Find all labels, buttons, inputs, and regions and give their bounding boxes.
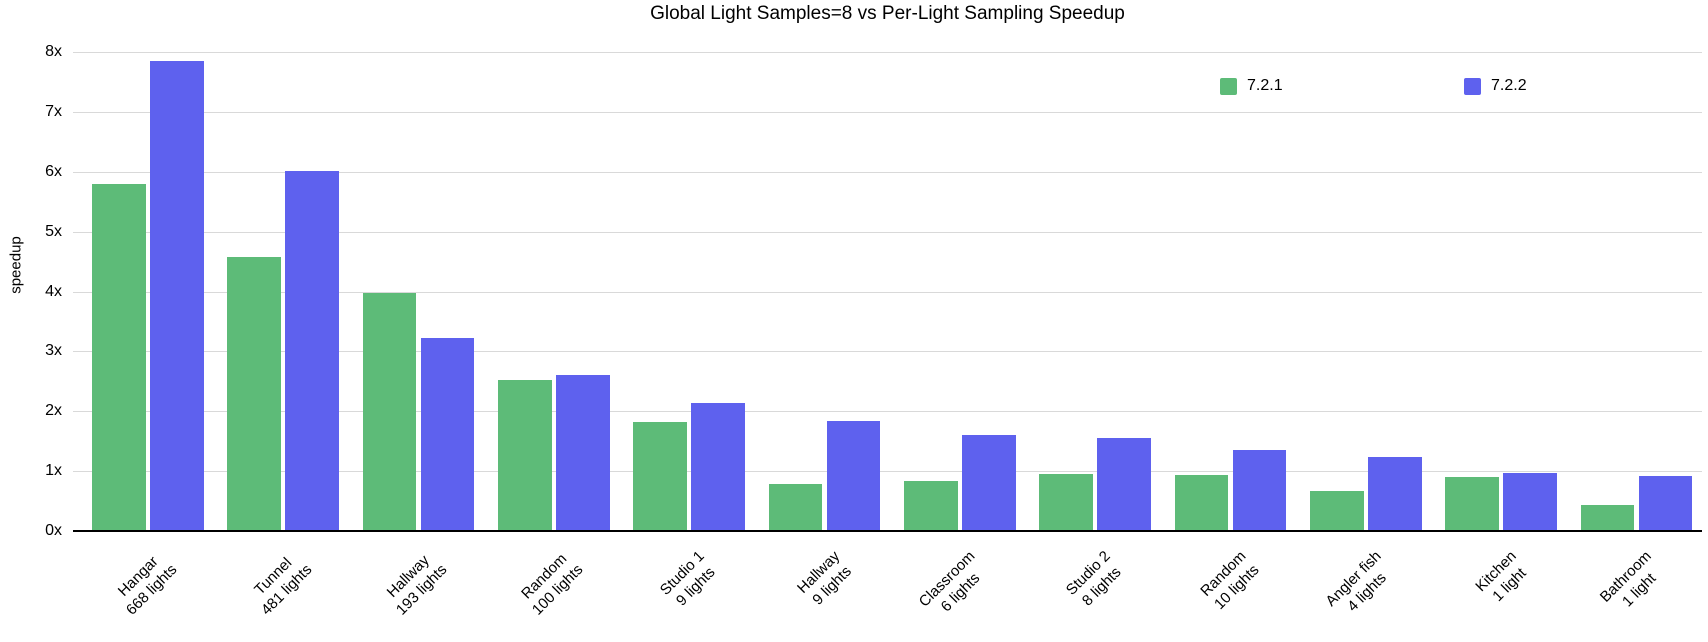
y-tick-label: 3x bbox=[45, 342, 62, 360]
bar-group bbox=[1039, 52, 1151, 531]
bar-series-7.2.2 bbox=[1638, 475, 1693, 531]
bar-group bbox=[92, 52, 204, 531]
bar-series-7.2.2 bbox=[1503, 472, 1557, 531]
x-tick-label: Hallway 193 lights bbox=[383, 551, 451, 619]
bar-series-7.2.2 bbox=[1232, 450, 1287, 531]
legend-item-721: 7.2.1 bbox=[1220, 77, 1283, 95]
bar-series-7.2.2 bbox=[691, 403, 745, 531]
bar-series-7.2.1 bbox=[1310, 490, 1364, 531]
legend-swatch-722 bbox=[1464, 77, 1481, 95]
bar-group bbox=[768, 52, 881, 531]
legend-label-721: 7.2.1 bbox=[1247, 77, 1283, 94]
x-axis-line bbox=[73, 530, 1702, 532]
gridline bbox=[73, 52, 1702, 53]
y-tick-label: 6x bbox=[45, 162, 62, 180]
y-axis-ticks: 0x 1x 2x 3x 4x 5x 6x 7x 8x bbox=[0, 43, 62, 539]
bar-series-7.2.1 bbox=[904, 480, 958, 531]
bar-series-7.2.2 bbox=[150, 60, 204, 531]
bar-series-7.2.2 bbox=[826, 421, 881, 531]
bar-series-7.2.2 bbox=[556, 374, 610, 531]
bar-series-7.2.1 bbox=[1039, 473, 1093, 531]
x-tick-label: Hallway 9 lights bbox=[794, 547, 855, 609]
chart-title: Global Light Samples=8 vs Per-Light Samp… bbox=[650, 3, 1125, 24]
gridline bbox=[73, 111, 1702, 113]
legend-swatch-721 bbox=[1220, 77, 1237, 95]
plot-area bbox=[73, 52, 1702, 532]
legend-item-722: 7.2.2 bbox=[1464, 77, 1527, 95]
x-tick-label: Tunnel 481 lights bbox=[251, 554, 316, 619]
bar-series-7.2.1 bbox=[362, 293, 417, 531]
y-tick-label: 2x bbox=[45, 402, 62, 420]
bar-series-7.2.1 bbox=[1580, 504, 1635, 531]
y-tick-label: 7x bbox=[45, 102, 62, 120]
x-tick-label: Bathroom 1 light bbox=[1597, 547, 1660, 611]
bar-group bbox=[1174, 52, 1287, 531]
x-tick-label: Hangar 668 lights bbox=[114, 553, 180, 619]
gridline bbox=[73, 411, 1702, 413]
y-tick-label: 1x bbox=[45, 462, 62, 480]
x-tick-label: Kitchen 1 light bbox=[1472, 547, 1530, 606]
gridline bbox=[73, 291, 1702, 293]
bar-series-7.2.2 bbox=[1368, 457, 1422, 531]
bar-group bbox=[227, 52, 339, 531]
gridline bbox=[73, 471, 1702, 473]
y-tick-label: 0x bbox=[45, 522, 62, 539]
bar-series-7.2.1 bbox=[633, 422, 687, 531]
bar-group bbox=[1580, 52, 1693, 531]
bar-group bbox=[362, 52, 475, 531]
y-tick-label: 5x bbox=[45, 222, 62, 240]
bar-series-7.2.1 bbox=[768, 483, 823, 531]
gridline bbox=[73, 231, 1702, 233]
bar-series-7.2.2 bbox=[420, 338, 475, 531]
bar-series-7.2.1 bbox=[92, 183, 146, 531]
x-tick-label: Angler fish 4 lights bbox=[1322, 547, 1390, 616]
bar-group bbox=[904, 52, 1016, 531]
gridline bbox=[73, 171, 1702, 173]
bar-series-7.2.1 bbox=[227, 256, 281, 531]
bar-series-7.2.2 bbox=[962, 434, 1016, 531]
bar-series-7.2.2 bbox=[1097, 437, 1151, 531]
bar-group bbox=[498, 52, 610, 531]
y-tick-label: 8x bbox=[45, 43, 62, 60]
bar-group bbox=[633, 52, 745, 531]
gridline bbox=[73, 351, 1702, 353]
bar-group bbox=[1310, 52, 1422, 531]
y-tick-label: 4x bbox=[45, 282, 62, 300]
x-tick-label: Random 10 lights bbox=[1197, 547, 1263, 613]
legend-label-722: 7.2.2 bbox=[1491, 77, 1527, 94]
x-tick-label: Random 100 lights bbox=[517, 550, 586, 619]
bar-series-7.2.2 bbox=[285, 171, 339, 531]
bar-series-7.2.1 bbox=[1445, 477, 1499, 531]
bar-group bbox=[1445, 52, 1557, 531]
bar-series-7.2.1 bbox=[498, 380, 552, 531]
bar-series-7.2.1 bbox=[1174, 474, 1229, 531]
x-tick-label: Studio 1 9 lights bbox=[656, 547, 719, 610]
x-tick-label: Classroom 6 lights bbox=[915, 547, 984, 616]
x-tick-label: Studio 2 8 lights bbox=[1062, 547, 1125, 610]
x-axis-ticks: Hangar 668 lights Tunnel 481 lights Hallwa… bbox=[73, 533, 1702, 642]
